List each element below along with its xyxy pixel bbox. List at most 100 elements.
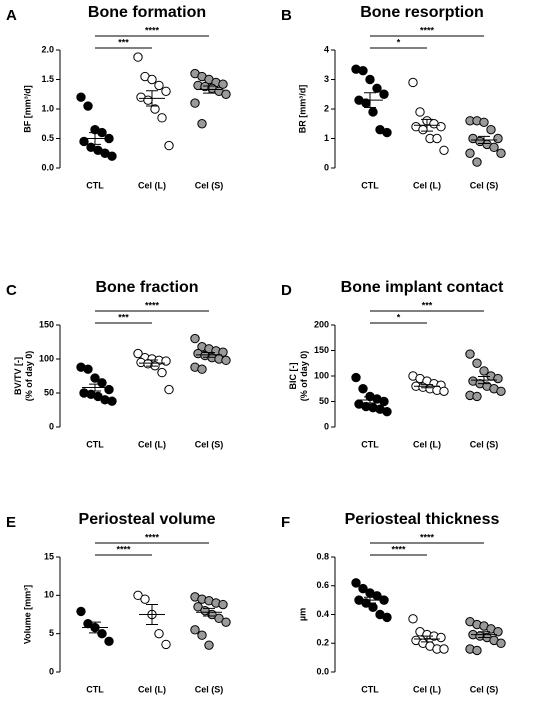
data-point: [382, 407, 392, 417]
data-point: [190, 625, 200, 635]
data-point: [83, 101, 93, 111]
significance-label: ***: [422, 300, 433, 310]
data-point: [150, 104, 160, 114]
data-point: [161, 86, 171, 97]
error-bar: [421, 118, 433, 132]
panel: A Bone formation BF [mm³/d] 0.0 0.5 1.0 1.5 2.0…: [6, 4, 231, 190]
data-point: [143, 95, 153, 105]
data-point: [439, 386, 449, 396]
significance-label: ****: [391, 544, 406, 554]
y-tick-label: 50: [44, 387, 54, 397]
panel-title: Periosteal thickness: [345, 511, 500, 528]
data-point: [489, 142, 499, 153]
data-point: [351, 372, 361, 383]
panel-title: Bone implant contact: [341, 279, 504, 296]
y-axis-label: µm: [297, 608, 307, 621]
data-point: [164, 140, 174, 151]
y-axis-label: BR [mm³/d]: [297, 85, 307, 134]
error-bar: [89, 383, 101, 392]
panel-title: Bone resorption: [360, 4, 484, 21]
y-tick-label: 2.0: [41, 44, 54, 54]
significance-label: ***: [118, 37, 129, 47]
x-tick-label: CTL: [86, 439, 104, 449]
y-tick-label: 0.4: [316, 609, 329, 619]
data-point: [415, 107, 425, 117]
data-point: [465, 148, 475, 158]
data-point: [436, 122, 446, 132]
data-point: [479, 117, 489, 127]
x-tick-label: CTL: [86, 684, 104, 694]
data-point: [493, 373, 503, 384]
data-point: [221, 355, 231, 366]
data-point: [107, 396, 117, 406]
y-tick-label: 0: [324, 421, 329, 431]
data-point: [418, 124, 428, 135]
data-point: [472, 645, 482, 656]
panel-title: Bone fraction: [95, 279, 198, 296]
y-tick-label: 0.5: [41, 133, 54, 143]
data-point: [358, 65, 368, 76]
data-point: [358, 384, 368, 394]
x-tick-label: Cel (S): [470, 180, 499, 190]
y-tick-label: 0: [49, 666, 54, 676]
data-point: [439, 145, 449, 156]
data-point: [465, 349, 475, 359]
data-point: [197, 364, 207, 374]
data-point: [493, 627, 503, 637]
data-point: [472, 358, 482, 368]
data-point: [218, 599, 228, 610]
y-tick-label: 0: [324, 162, 329, 172]
error-bar: [89, 132, 101, 145]
data-point: [104, 636, 114, 647]
x-tick-label: Cel (S): [195, 180, 224, 190]
data-point: [104, 384, 114, 395]
data-point: [365, 74, 375, 85]
error-bar: [364, 92, 376, 109]
data-point: [214, 613, 224, 624]
error-bar: [146, 604, 158, 625]
x-tick-label: CTL: [86, 180, 104, 190]
error-bar: [89, 621, 101, 634]
x-tick-label: Cel (L): [413, 684, 441, 694]
significance-label: ****: [145, 300, 160, 310]
x-tick-label: CTL: [361, 180, 379, 190]
y-axis-label: BIC [-]: [288, 363, 298, 390]
data-point: [90, 373, 100, 383]
x-tick-label: CTL: [361, 684, 379, 694]
data-point: [496, 386, 506, 396]
data-point: [133, 590, 143, 601]
x-tick-label: Cel (L): [138, 439, 166, 449]
data-point: [439, 644, 449, 654]
data-point: [76, 92, 86, 102]
significance-label: ****: [145, 25, 160, 35]
y-tick-label: 0.2: [316, 638, 329, 648]
error-bar: [364, 596, 376, 604]
significance-label: *: [397, 312, 401, 322]
error-bar: [478, 376, 490, 385]
y-tick-label: 0.6: [316, 580, 329, 590]
x-tick-label: Cel (S): [470, 439, 499, 449]
panel-letter: A: [6, 7, 17, 24]
data-point: [351, 578, 361, 588]
data-point: [218, 79, 228, 89]
y-tick-label: 0.8: [316, 551, 329, 561]
x-tick-label: Cel (S): [470, 684, 499, 694]
data-point: [432, 133, 442, 144]
data-point: [472, 157, 482, 167]
error-bar: [364, 396, 376, 404]
data-point: [221, 617, 231, 627]
data-point: [197, 630, 207, 640]
data-point: [382, 612, 392, 623]
data-point: [161, 639, 171, 650]
significance-label: ***: [118, 312, 129, 322]
y-tick-label: 0.0: [41, 162, 54, 172]
y-axis-label: BF [mm³/d]: [22, 85, 32, 133]
data-point: [372, 83, 382, 94]
y-axis-label: Volume [mm³]: [22, 585, 32, 644]
data-point: [133, 348, 143, 359]
data-point: [190, 333, 200, 344]
y-tick-label: 3: [324, 74, 329, 84]
data-point: [97, 628, 107, 639]
significance-label: ****: [420, 532, 435, 542]
